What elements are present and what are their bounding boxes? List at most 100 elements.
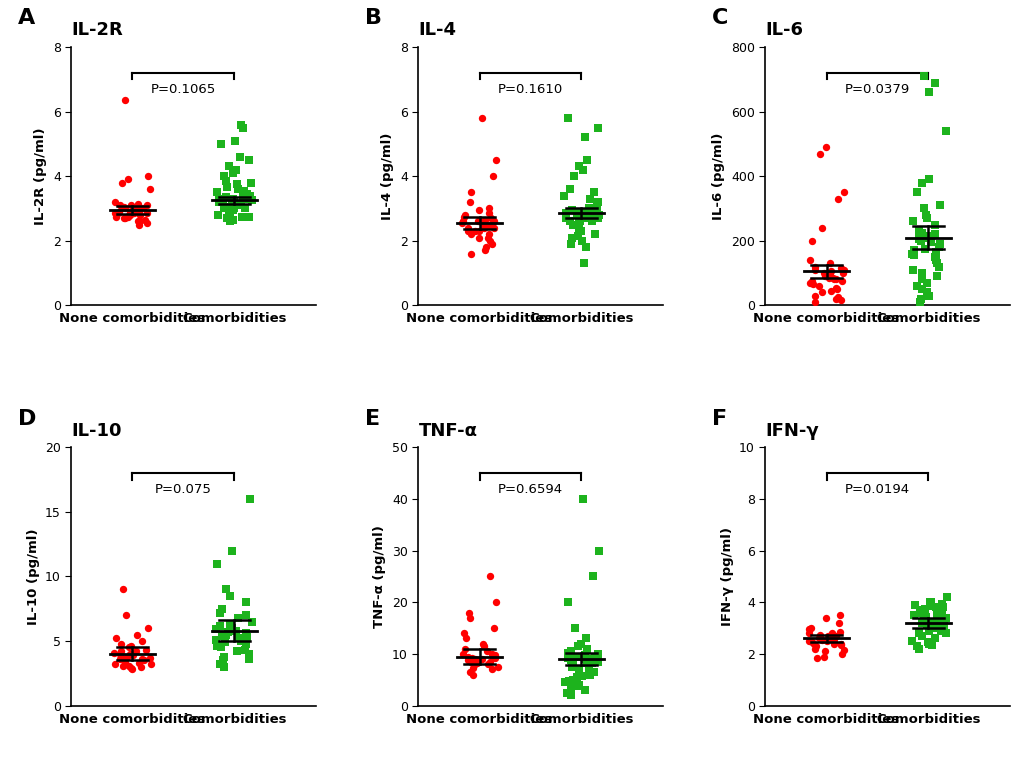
Point [133,653,150,666]
Point [905,244,921,256]
Point [225,204,242,216]
Point [573,637,589,650]
Point [569,205,585,218]
Point [564,231,580,244]
Point [932,624,949,637]
Point [584,570,600,583]
Point [915,70,931,82]
Point [117,94,133,107]
Point [835,644,851,656]
Point [458,632,474,644]
Point [120,659,137,672]
Point [915,202,931,215]
Point [825,273,842,285]
Y-axis label: TNF-α (pg/ml): TNF-α (pg/ml) [373,525,386,628]
Point [913,283,929,296]
Text: E: E [365,408,379,429]
Point [210,209,226,221]
Point [926,218,943,230]
Point [585,202,601,215]
Point [462,186,478,198]
Point [132,661,149,673]
Point [921,236,937,249]
Point [825,637,842,650]
Point [921,596,937,608]
Point [824,271,841,284]
Point [466,654,482,666]
Point [570,663,586,676]
Point [224,213,240,226]
Point [224,167,240,180]
Point [922,617,938,630]
Text: IL-2R: IL-2R [71,21,123,39]
Point [920,289,936,302]
Point [460,654,476,666]
Text: IL-4: IL-4 [418,21,455,39]
Point [133,635,150,648]
Point [226,196,243,209]
Point [115,201,131,213]
Point [130,205,147,218]
Point [479,645,495,658]
Point [231,151,248,163]
Point [224,199,240,212]
Point [457,643,473,655]
Point [912,234,928,247]
Point [586,205,602,218]
Point [561,681,578,694]
Point [208,633,224,646]
Point [824,632,841,644]
Point [904,263,920,276]
Point [928,619,945,632]
Point [589,122,605,134]
Point [565,659,581,672]
Text: A: A [17,9,35,28]
Point [934,622,951,634]
Point [484,170,500,183]
Point [477,244,493,256]
Point [835,263,851,276]
Point [213,138,229,151]
Point [475,637,491,650]
Point [590,544,606,557]
Point [578,207,594,220]
Point [590,209,606,221]
Point [471,225,487,238]
Point [116,212,132,224]
Point [937,612,954,624]
Point [586,228,602,241]
Point [108,632,124,644]
Point [107,196,123,209]
Point [562,689,579,702]
Point [564,673,580,686]
Y-axis label: IL-2R (pg/ml): IL-2R (pg/ml) [35,128,47,225]
Point [460,225,476,238]
Point [217,636,233,648]
Point [462,655,478,668]
Point [131,215,148,227]
Point [560,674,577,687]
Point [221,207,237,220]
Point [141,170,157,183]
Point [121,648,138,660]
Point [212,658,228,670]
Point [927,245,944,258]
Point [920,173,936,186]
Point [921,600,937,612]
Point [913,267,929,279]
Point [485,215,501,227]
Point [213,641,229,654]
Point [934,612,951,624]
Point [569,209,585,221]
Point [122,662,139,674]
Point [472,215,488,227]
Point [215,202,231,215]
Point [240,210,257,223]
Point [219,181,235,194]
Point [486,652,502,664]
Point [589,212,605,224]
Point [484,238,500,250]
Point [929,260,946,273]
Point [557,207,574,220]
Point [221,590,237,602]
